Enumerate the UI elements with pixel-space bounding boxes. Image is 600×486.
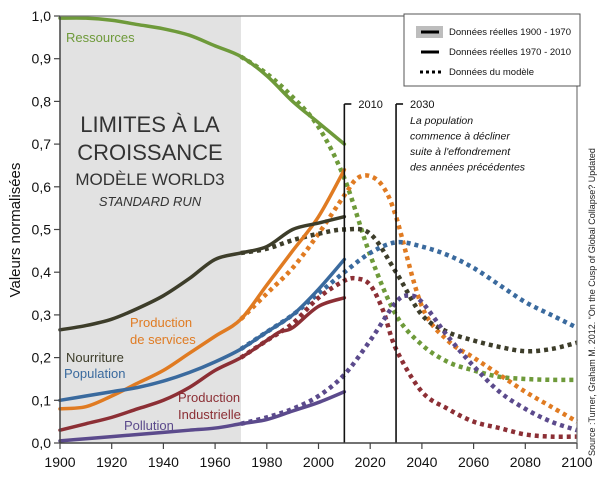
source-note: Source :Turner, Graham M. 2012. “On the … (587, 148, 597, 456)
series-label-production-de-services: Production (130, 315, 192, 330)
vline-2010-label: 2010 (358, 99, 382, 111)
y-tick-label: 0,6 (32, 179, 52, 195)
x-tick-label: 1940 (148, 454, 179, 470)
series-pollution-model-line (240, 293, 578, 433)
title-line-4: STANDARD RUN (99, 194, 202, 209)
y-tick-label: 0,5 (32, 222, 52, 238)
series-nourriture-observed-line (58, 214, 347, 332)
y-tick-label: 0,4 (32, 264, 52, 280)
x-tick-label: 2100 (561, 454, 592, 470)
series-nourriture-model-line (240, 226, 578, 354)
series-production-de-services-model-line (239, 173, 579, 424)
y-axis-label: Valeurs normalisées (7, 163, 24, 298)
y-tick-label: 0,9 (32, 51, 52, 67)
y-tick-label: 0,2 (32, 350, 52, 366)
x-tick-label: 1980 (251, 454, 282, 470)
vline-2030-note-line: commence à décliner (410, 131, 510, 143)
vline-2030-note-line: La population (410, 115, 473, 127)
axes: 0,0 0,1 0,2 0,3 0,4 0,5 0,6 0,7 0,8 0,9 1,0 1900 192… (32, 8, 593, 470)
series-labels: Ressources Nourriture Production de service… (64, 30, 241, 433)
legend-entry-2: Données réelles 1970 - 2010 (449, 47, 571, 58)
series-label-population: Population (64, 366, 125, 381)
vline-2030-label: 2030 (410, 99, 434, 111)
legend-entry-3: Données du modèle (449, 67, 534, 78)
y-tick-label: 0,7 (32, 136, 52, 152)
series-ressources-model-line (239, 54, 578, 383)
y-tick-label: 0,1 (32, 392, 52, 408)
y-tick-label: 1,0 (32, 8, 52, 24)
x-tick-label: 1900 (44, 454, 75, 470)
x-tick-label: 1960 (200, 454, 231, 470)
series-production-industrielle-model-line (239, 275, 578, 440)
series-label-production-industrielle: Industrielle (178, 407, 241, 422)
legend: Données réelles 1900 - 1970 Données réel… (403, 13, 581, 87)
title-line-1: LIMITES À LA (80, 112, 220, 137)
series-lines (58, 16, 579, 443)
legend-entry-1: Données réelles 1900 - 1970 (449, 27, 571, 38)
x-tick-label: 2000 (303, 454, 334, 470)
title-line-3: MODÈLE WORLD3 (75, 170, 224, 189)
series-label-ressources: Ressources (66, 30, 135, 45)
title-line-2: CROISSANCE (77, 140, 222, 165)
series-label-pollution: Pollution (124, 418, 174, 433)
series-population-observed-line (58, 257, 347, 403)
x-tick-label: 2040 (406, 454, 437, 470)
series-label-production-de-services: de services (130, 332, 196, 347)
series-label-nourriture: Nourriture (66, 350, 124, 365)
reference-lines: 2010 2030 La population commence à décliner… (343, 99, 526, 443)
series-production-de-services-observed-line (58, 167, 347, 411)
y-tick-label: 0,3 (32, 307, 52, 323)
series-production-industrielle-observed-line (58, 296, 347, 432)
y-tick-label: 0,0 (32, 435, 52, 451)
series-label-production-industrielle: Production (178, 390, 240, 405)
series-ressources-observed-line (58, 16, 347, 146)
vline-2030-note-line: des années précédentes (410, 162, 526, 174)
chart-title-block: LIMITES À LA CROISSANCE MODÈLE WORLD3 ST… (75, 112, 224, 209)
vline-2030-note-line: suite à l'effondrement (410, 146, 511, 158)
y-tick-label: 0,8 (32, 93, 52, 109)
series-pollution-observed-line (58, 390, 347, 443)
x-tick-label: 2060 (458, 454, 489, 470)
x-tick-label: 2080 (510, 454, 541, 470)
x-tick-label: 2020 (355, 454, 386, 470)
x-tick-label: 1920 (96, 454, 127, 470)
